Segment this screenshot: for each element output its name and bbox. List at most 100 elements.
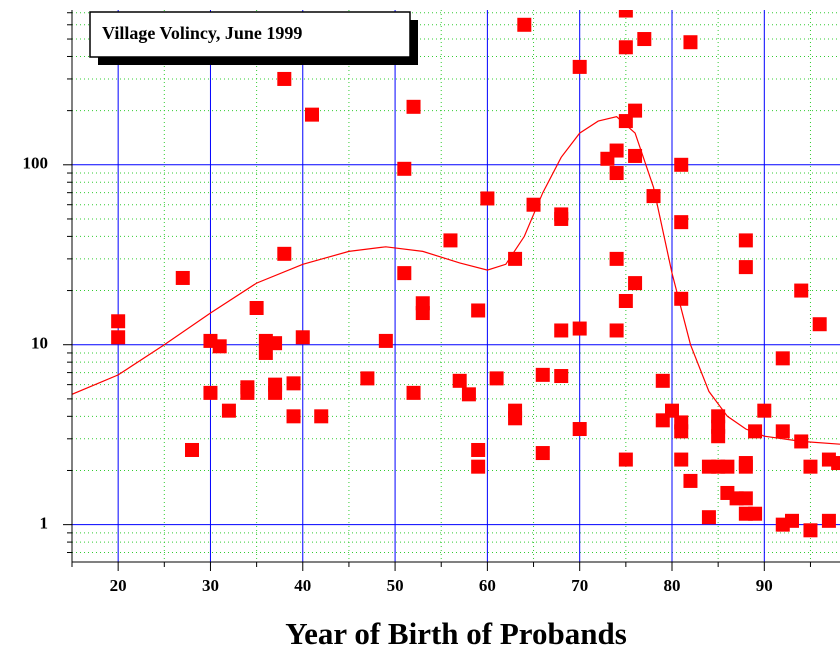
x-tick-label: 90	[756, 576, 773, 595]
point	[268, 336, 283, 351]
point	[268, 385, 283, 400]
grid	[71, 10, 840, 562]
y-tick-label: 1	[40, 514, 49, 533]
point	[203, 385, 218, 400]
point	[609, 251, 624, 266]
point	[748, 506, 763, 521]
point	[674, 157, 689, 172]
point	[683, 473, 698, 488]
point	[240, 385, 255, 400]
point	[554, 211, 569, 226]
point	[508, 411, 523, 426]
point	[471, 442, 486, 457]
point	[738, 491, 753, 506]
x-tick-label: 60	[479, 576, 496, 595]
point	[674, 452, 689, 467]
point	[674, 424, 689, 439]
point	[535, 446, 550, 461]
point	[720, 459, 735, 474]
point	[628, 103, 643, 118]
point	[111, 330, 126, 345]
point	[618, 452, 633, 467]
point	[175, 270, 190, 285]
point	[646, 189, 661, 204]
point	[406, 385, 421, 400]
point	[554, 369, 569, 384]
y-tick-label: 100	[23, 154, 49, 173]
point	[415, 306, 430, 321]
point	[803, 523, 818, 538]
point	[452, 373, 467, 388]
point	[665, 403, 679, 418]
point	[305, 107, 319, 122]
point	[821, 513, 836, 528]
point	[517, 17, 532, 32]
point	[794, 283, 809, 298]
legend-box	[89, 11, 411, 58]
point	[277, 246, 292, 261]
point	[526, 197, 541, 212]
point	[738, 260, 753, 275]
x-tick-label: 80	[664, 576, 681, 595]
point	[406, 99, 421, 114]
point	[701, 510, 716, 525]
point	[618, 293, 633, 308]
point	[655, 373, 670, 388]
point	[212, 339, 227, 354]
point	[757, 403, 772, 418]
point	[572, 59, 587, 74]
point	[738, 459, 753, 474]
axes: 20 30 40 50 60 70 80 90 1 10 100	[23, 10, 840, 595]
point	[185, 442, 199, 457]
point	[314, 409, 329, 424]
point	[443, 233, 458, 248]
point	[674, 215, 689, 230]
point	[360, 371, 375, 386]
y-tick-label: 10	[31, 334, 48, 353]
point	[609, 166, 624, 181]
x-tick-label: 30	[202, 576, 219, 595]
point	[397, 266, 412, 281]
point	[461, 387, 476, 402]
x-tick-label: 40	[294, 576, 311, 595]
point	[111, 314, 126, 329]
point	[748, 424, 763, 439]
chart-title: Village Volincy, June 1999	[102, 23, 302, 43]
x-tick-label: 20	[110, 576, 127, 595]
point	[609, 143, 624, 158]
point	[618, 10, 633, 18]
point	[785, 513, 799, 528]
point	[803, 459, 818, 474]
plot-area	[72, 10, 840, 538]
point	[618, 40, 633, 55]
point	[572, 422, 587, 437]
point	[295, 330, 310, 345]
point	[794, 434, 809, 449]
point	[812, 317, 827, 332]
point	[471, 303, 486, 318]
point	[674, 291, 689, 306]
point	[286, 376, 301, 391]
point	[609, 323, 624, 338]
x-tick-label: 50	[387, 576, 404, 595]
point	[397, 161, 412, 176]
point	[221, 403, 236, 418]
point	[489, 371, 504, 386]
point	[572, 321, 587, 336]
point	[249, 300, 264, 315]
point	[831, 456, 840, 471]
point	[480, 191, 495, 206]
point	[554, 323, 569, 338]
point	[711, 429, 726, 444]
trend-curve	[72, 116, 840, 445]
point	[277, 71, 292, 86]
point	[535, 367, 550, 382]
point	[628, 148, 643, 163]
point	[378, 333, 393, 348]
x-axis-label: Year of Birth of Probands	[285, 616, 627, 651]
point	[637, 32, 652, 47]
point	[775, 351, 790, 366]
point	[775, 424, 790, 439]
point	[471, 459, 486, 474]
